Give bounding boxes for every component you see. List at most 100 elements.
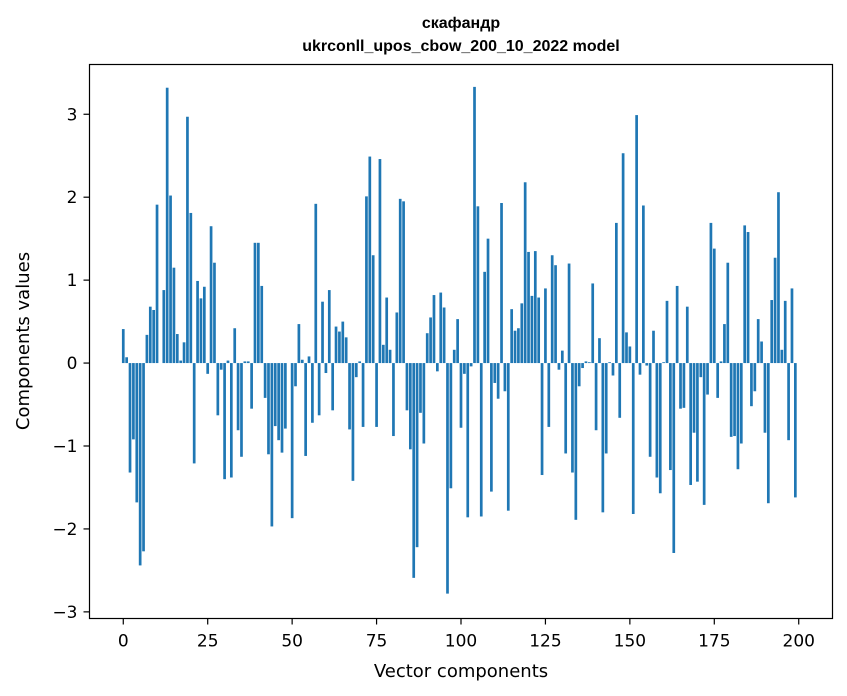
x-tick-label: 50: [281, 632, 303, 652]
bar-164: [675, 285, 679, 364]
x-tick-label: 200: [783, 632, 815, 652]
bar-38: [250, 363, 253, 409]
bar-46: [277, 363, 280, 441]
bar-8: [148, 306, 152, 364]
bar-14: [169, 195, 172, 364]
bar-167: [685, 306, 689, 364]
bar-21: [192, 363, 196, 464]
bar-20: [189, 212, 193, 364]
bar-163: [672, 363, 676, 553]
bar-89: [422, 363, 426, 444]
bar-73: [368, 156, 372, 364]
bar-36: [243, 361, 247, 364]
bar-198: [790, 288, 794, 364]
bar-136: [581, 363, 584, 369]
bar-171: [699, 363, 703, 378]
bar-108: [486, 238, 490, 364]
bar-99: [456, 319, 459, 364]
bar-143: [604, 363, 608, 454]
y-axis-ticks: −3 −2 −1 0 1 2 3: [52, 105, 90, 623]
bar-90: [425, 333, 429, 364]
bar-121: [530, 295, 534, 364]
y-tick-label: 0: [67, 354, 78, 374]
bar-170: [696, 363, 699, 482]
bar-155: [645, 363, 649, 366]
bar-47: [280, 363, 284, 453]
bar-133: [571, 363, 574, 473]
bar-130: [560, 350, 564, 364]
x-axis-ticks: 0 25 50 75 100 125 150 175 200: [118, 618, 815, 652]
bar-106: [479, 363, 483, 517]
bar-26: [209, 226, 213, 364]
bar-15: [172, 267, 176, 364]
bar-45: [273, 363, 277, 427]
bar-129: [557, 363, 561, 370]
bar-172: [702, 363, 706, 505]
bar-122: [533, 251, 537, 364]
bar-116: [513, 330, 517, 364]
bar-4: [135, 363, 139, 503]
x-tick-label: 175: [698, 632, 730, 652]
bar-95: [442, 307, 446, 364]
bar-173: [706, 363, 709, 395]
bar-78: [385, 297, 389, 364]
y-tick-label: −3: [52, 603, 77, 623]
bar-31: [226, 360, 230, 364]
bar-160: [662, 362, 665, 364]
bar-147: [618, 363, 622, 418]
bar-128: [554, 265, 557, 364]
bar-28: [216, 363, 220, 416]
bar-154: [642, 205, 645, 364]
bar-188: [756, 319, 760, 364]
bar-81: [395, 312, 399, 364]
bar-192: [770, 300, 774, 364]
bar-177: [719, 361, 723, 364]
bar-162: [669, 363, 672, 471]
bar-190: [763, 363, 767, 433]
x-tick-label: 150: [614, 632, 646, 652]
bar-34: [236, 363, 240, 431]
bar-115: [510, 309, 514, 364]
bar-156: [648, 363, 652, 457]
bar-111: [496, 363, 500, 399]
bar-189: [760, 341, 763, 364]
bar-100: [459, 363, 463, 428]
bar-141: [598, 338, 601, 364]
bar-9: [152, 309, 156, 364]
bar-65: [341, 321, 345, 364]
bar-23: [199, 298, 203, 364]
bar-157: [652, 330, 655, 364]
bar-64: [338, 331, 341, 364]
bar-63: [334, 326, 338, 364]
bar-98: [452, 349, 456, 364]
bar-102: [466, 363, 470, 518]
bar-50: [290, 363, 294, 519]
bar-59: [321, 301, 324, 364]
bar-1: [125, 357, 128, 364]
bar-132: [567, 263, 571, 364]
bar-194: [777, 192, 780, 364]
bar-66: [344, 337, 348, 364]
bar-40: [257, 242, 260, 364]
bar-37: [246, 361, 250, 364]
bar-24: [202, 286, 206, 364]
bar-125: [544, 288, 547, 364]
bar-18: [182, 342, 186, 364]
bar-124: [540, 363, 544, 476]
bar-158: [655, 363, 659, 478]
bar-32: [229, 363, 233, 478]
bar-187: [753, 363, 757, 392]
bar-166: [682, 363, 686, 408]
bar-69: [354, 363, 358, 378]
x-tick-label: 75: [366, 632, 388, 652]
bar-103: [469, 363, 473, 367]
bar-113: [503, 363, 507, 392]
bar-140: [594, 363, 598, 431]
bar-0: [121, 329, 125, 364]
bar-16: [175, 334, 179, 364]
bar-70: [358, 361, 362, 364]
bar-series: [121, 86, 797, 594]
bar-114: [506, 363, 510, 511]
bar-2: [128, 363, 132, 473]
